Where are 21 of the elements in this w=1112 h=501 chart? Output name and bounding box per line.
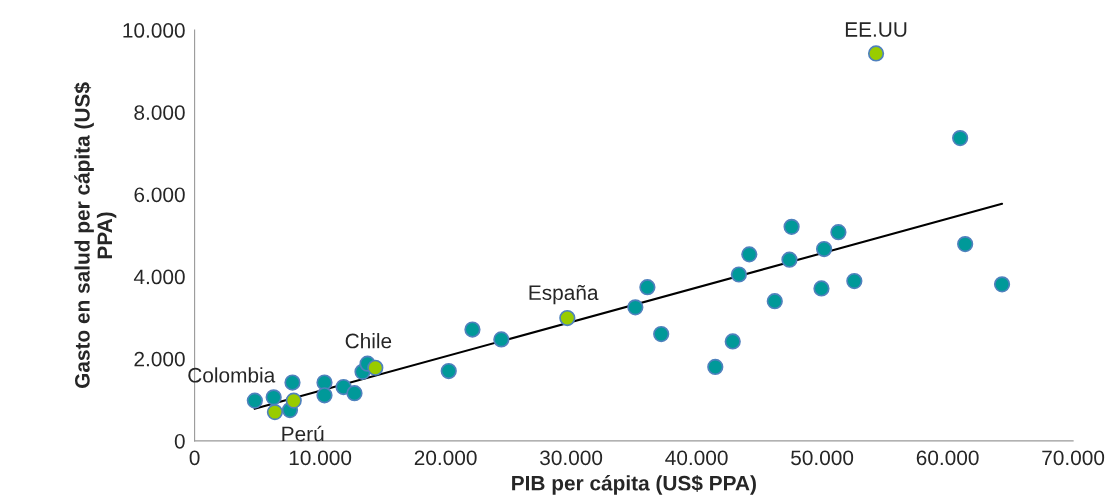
annotation: Colombia	[188, 367, 276, 383]
x-tick-label: 50.000	[791, 450, 854, 466]
x-tick-label: 10.000	[289, 450, 352, 466]
annotation: Chile	[345, 333, 392, 349]
x-axis-title: PIB per cápita (US$ PPA)	[512, 474, 756, 495]
y-axis-title: Gasto en salud per cápita (US$ PPA)	[74, 82, 117, 388]
annotation: Perú	[282, 425, 324, 442]
x-tick-label: 30.000	[540, 450, 603, 466]
x-tick-label: 60.000	[916, 450, 979, 466]
x-tick-label: 20.000	[414, 450, 477, 466]
annotation: EE.UU	[845, 22, 907, 37]
y-tick-label: 8.000	[134, 105, 185, 120]
annotation: España	[529, 284, 599, 305]
y-tick-label: 10.000	[123, 23, 185, 38]
y-tick-label: 4.000	[133, 269, 185, 285]
y-tick-label: 6.000	[134, 187, 185, 203]
x-tick-label: 40.000	[665, 450, 728, 466]
y-tick-label: 0	[174, 433, 185, 449]
x-tick-label: 0	[189, 450, 200, 466]
x-tick-label: 70.000	[1042, 450, 1105, 466]
y-tick-label: 2.000	[134, 351, 185, 367]
